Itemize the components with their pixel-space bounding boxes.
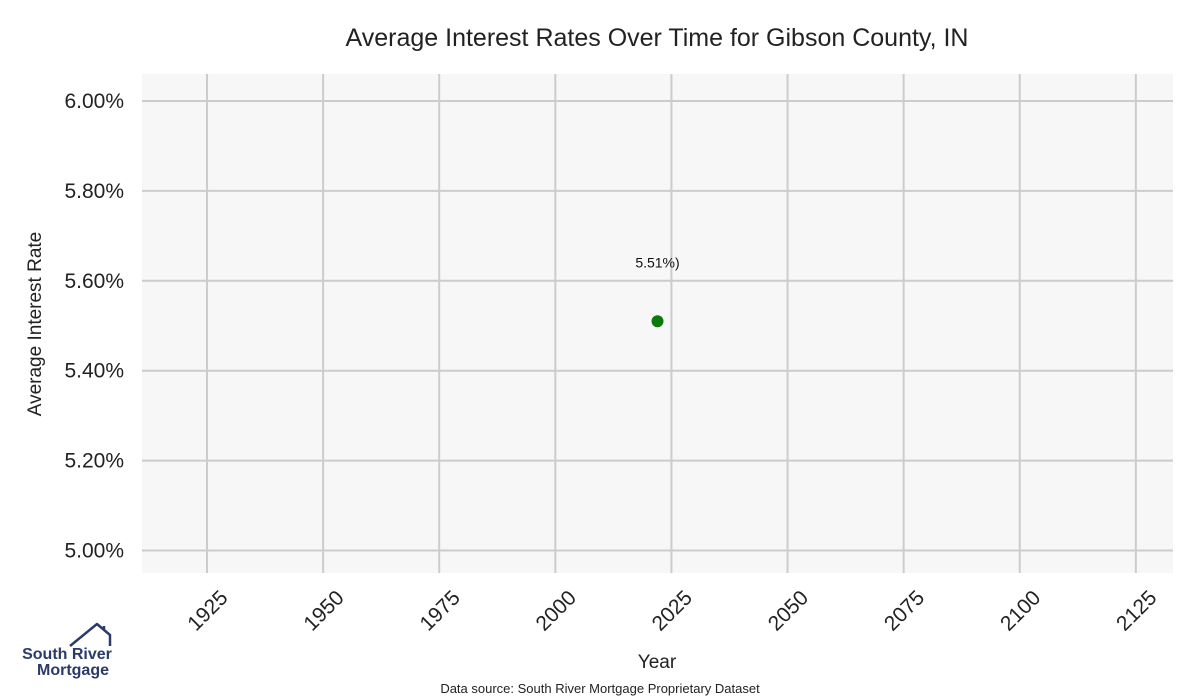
- company-logo: South River Mortgage: [22, 622, 112, 679]
- data-source-note: Data source: South River Mortgage Propri…: [440, 681, 760, 696]
- y-tick-label: 5.60%: [64, 270, 124, 293]
- x-axis-title: Year: [638, 652, 677, 673]
- x-tick-label: 2075: [880, 586, 929, 635]
- gridlines: [142, 74, 1173, 573]
- x-tick-label: 2100: [996, 586, 1045, 635]
- x-tick-label: 1925: [183, 586, 232, 635]
- y-tick-label: 6.00%: [64, 90, 124, 113]
- x-tick-label: 1950: [299, 586, 348, 635]
- x-tick-labels: 1925 1950 1975 2000 2025 2050 2075 2100 2125: [183, 586, 1161, 635]
- y-tick-label: 5.80%: [64, 180, 124, 203]
- y-tick-label: 5.00%: [64, 540, 124, 563]
- y-tick-label: 5.20%: [64, 450, 124, 473]
- data-point: [651, 315, 664, 328]
- data-label: 5.51%): [635, 254, 679, 270]
- x-tick-label: 2025: [648, 586, 697, 635]
- y-tick-labels: 5.00% 5.20% 5.40% 5.60% 5.80% 6.00%: [64, 90, 124, 563]
- x-tick-label: 2000: [532, 586, 581, 635]
- logo-text-line1: South River: [22, 646, 112, 663]
- logo-text-line2: Mortgage: [37, 662, 109, 679]
- x-tick-label: 2125: [1112, 586, 1161, 635]
- chart-title: Average Interest Rates Over Time for Gib…: [346, 24, 969, 52]
- y-axis-title: Average Interest Rate: [25, 232, 46, 416]
- data-points: 5.51%): [635, 254, 680, 328]
- x-tick-label: 1975: [415, 586, 464, 635]
- x-tick-label: 2050: [764, 586, 813, 635]
- y-tick-label: 5.40%: [64, 360, 124, 383]
- house-roof-icon: [69, 622, 112, 647]
